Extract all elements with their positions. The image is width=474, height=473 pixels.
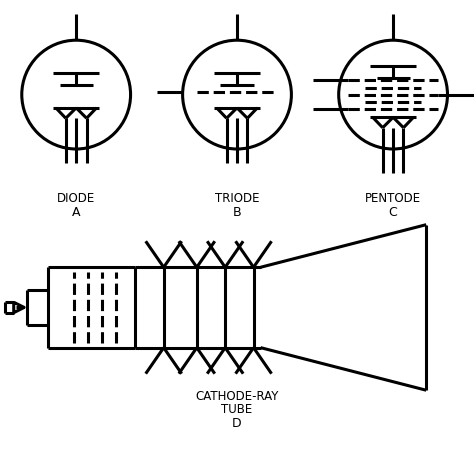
- Text: CATHODE-RAY: CATHODE-RAY: [195, 390, 279, 403]
- Text: TUBE: TUBE: [221, 403, 253, 416]
- Text: D: D: [232, 417, 242, 430]
- Text: TRIODE: TRIODE: [215, 192, 259, 204]
- Text: A: A: [72, 206, 81, 219]
- Text: PENTODE: PENTODE: [365, 192, 421, 204]
- Text: DIODE: DIODE: [57, 192, 95, 204]
- Text: B: B: [233, 206, 241, 219]
- Text: C: C: [389, 206, 398, 219]
